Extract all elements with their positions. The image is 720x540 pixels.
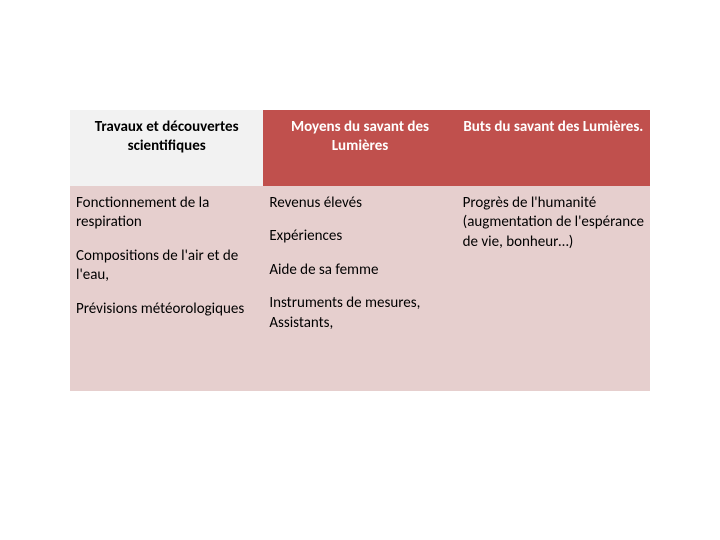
col2-item: Expériences (269, 227, 450, 247)
col1-item: Compositions de l'air et de l'eau, (76, 247, 257, 286)
col2-item: Instruments de mesures, Assistants, (269, 294, 450, 333)
col3-item: Progrès de l'humanité (augmentation de l… (463, 194, 644, 253)
body-col-3: Progrès de l'humanité (augmentation de l… (457, 186, 650, 391)
body-col-2: Revenus élevés Expériences Aide de sa fe… (263, 186, 456, 391)
table-body-row: Fonctionnement de la respiration Composi… (70, 186, 650, 391)
body-col-1: Fonctionnement de la respiration Composi… (70, 186, 263, 391)
header-col-1: Travaux et découvertes scientifiques (70, 110, 263, 186)
header-col-2: Moyens du savant des Lumières (263, 110, 456, 186)
col1-item: Fonctionnement de la respiration (76, 194, 257, 233)
col1-item: Prévisions météorologiques (76, 300, 257, 320)
table-header-row: Travaux et découvertes scientifiques Moy… (70, 110, 650, 186)
col2-item: Revenus élevés (269, 194, 450, 214)
header-col-3: Buts du savant des Lumières. (457, 110, 650, 186)
comparison-table: Travaux et découvertes scientifiques Moy… (70, 110, 650, 391)
col2-item: Aide de sa femme (269, 261, 450, 281)
